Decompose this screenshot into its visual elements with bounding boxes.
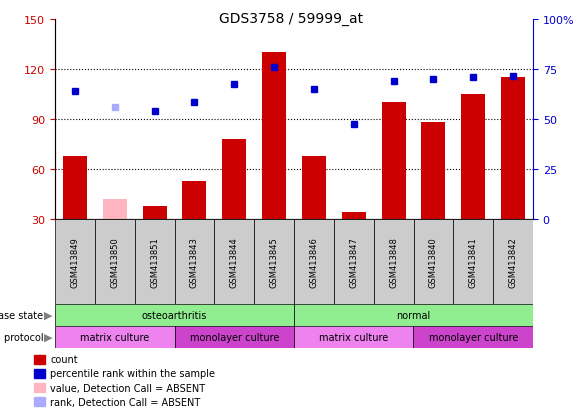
Bar xyxy=(103,199,127,219)
Bar xyxy=(422,123,445,219)
Bar xyxy=(34,369,45,378)
FancyBboxPatch shape xyxy=(55,219,95,304)
FancyBboxPatch shape xyxy=(454,219,493,304)
FancyBboxPatch shape xyxy=(55,304,294,326)
Text: GSM413844: GSM413844 xyxy=(230,237,239,287)
Text: count: count xyxy=(50,354,78,364)
Text: GSM413848: GSM413848 xyxy=(389,237,398,287)
FancyBboxPatch shape xyxy=(493,219,533,304)
Text: rank, Detection Call = ABSENT: rank, Detection Call = ABSENT xyxy=(50,397,201,407)
FancyBboxPatch shape xyxy=(174,219,215,304)
FancyBboxPatch shape xyxy=(215,219,254,304)
Bar xyxy=(222,140,246,219)
Bar xyxy=(63,156,87,219)
Text: matrix culture: matrix culture xyxy=(80,332,149,342)
FancyBboxPatch shape xyxy=(174,326,294,348)
FancyBboxPatch shape xyxy=(334,219,374,304)
Text: monolayer culture: monolayer culture xyxy=(429,332,518,342)
Text: GSM413840: GSM413840 xyxy=(429,237,438,287)
Bar xyxy=(262,53,286,219)
Text: ▶: ▶ xyxy=(44,332,52,342)
Text: GSM413842: GSM413842 xyxy=(508,237,518,287)
Text: GSM413849: GSM413849 xyxy=(71,237,79,287)
Text: osteoarthritis: osteoarthritis xyxy=(142,310,207,320)
FancyBboxPatch shape xyxy=(294,326,413,348)
Text: GSM413845: GSM413845 xyxy=(269,237,279,287)
Text: GSM413841: GSM413841 xyxy=(469,237,477,287)
Bar xyxy=(34,355,45,364)
Text: ▶: ▶ xyxy=(44,310,52,320)
Text: disease state: disease state xyxy=(0,310,43,320)
Text: monolayer culture: monolayer culture xyxy=(189,332,279,342)
Text: GSM413850: GSM413850 xyxy=(110,237,120,287)
FancyBboxPatch shape xyxy=(254,219,294,304)
Bar xyxy=(302,156,326,219)
Bar xyxy=(143,206,167,219)
Bar xyxy=(34,383,45,392)
FancyBboxPatch shape xyxy=(374,219,413,304)
Bar xyxy=(382,103,406,219)
Text: percentile rank within the sample: percentile rank within the sample xyxy=(50,368,215,378)
Text: GSM413846: GSM413846 xyxy=(310,237,318,287)
Bar xyxy=(182,181,206,219)
Bar xyxy=(34,397,45,406)
Text: matrix culture: matrix culture xyxy=(319,332,388,342)
Bar xyxy=(501,78,525,219)
FancyBboxPatch shape xyxy=(55,326,174,348)
Text: growth protocol: growth protocol xyxy=(0,332,43,342)
FancyBboxPatch shape xyxy=(135,219,174,304)
FancyBboxPatch shape xyxy=(294,219,334,304)
FancyBboxPatch shape xyxy=(413,326,533,348)
Bar xyxy=(342,213,366,219)
Text: GSM413843: GSM413843 xyxy=(190,237,199,287)
Text: GSM413851: GSM413851 xyxy=(150,237,159,287)
Text: value, Detection Call = ABSENT: value, Detection Call = ABSENT xyxy=(50,383,205,393)
Text: GDS3758 / 59999_at: GDS3758 / 59999_at xyxy=(219,12,364,26)
Text: normal: normal xyxy=(396,310,431,320)
Bar xyxy=(461,95,485,219)
FancyBboxPatch shape xyxy=(413,219,454,304)
FancyBboxPatch shape xyxy=(294,304,533,326)
FancyBboxPatch shape xyxy=(95,219,135,304)
Text: GSM413847: GSM413847 xyxy=(349,237,358,287)
